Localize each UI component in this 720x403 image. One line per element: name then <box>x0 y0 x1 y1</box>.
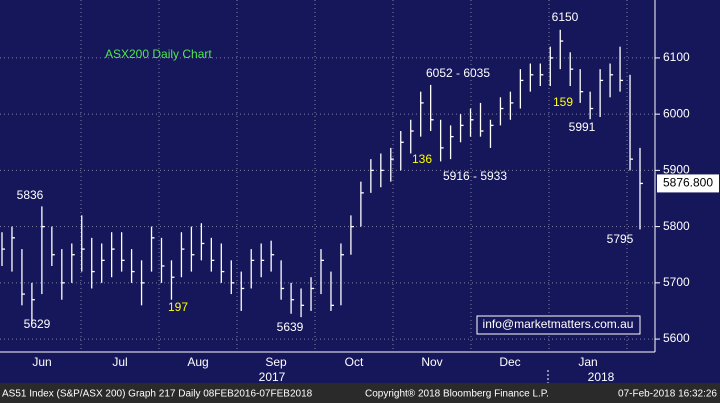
x-tick-label: Jul <box>112 355 127 369</box>
annotation: 136 <box>412 152 432 166</box>
y-tick-label: 5600 <box>663 331 690 345</box>
annotation: 5795 <box>607 232 634 246</box>
year-label: 2017 <box>259 370 286 384</box>
y-tick-label: 5800 <box>663 219 690 233</box>
footer-center: Copyright® 2018 Bloomberg Finance L.P. <box>365 389 549 400</box>
x-tick-label: Dec <box>499 355 520 369</box>
year-label: 2018 <box>588 370 615 384</box>
y-tick-label: 6000 <box>663 106 690 120</box>
annotation: 197 <box>168 300 188 314</box>
annotation: 5629 <box>24 317 51 331</box>
last-price-box <box>657 174 719 193</box>
annotation: 6052 - 6035 <box>426 66 490 80</box>
annotation: 5916 - 5933 <box>443 169 507 183</box>
x-tick-label: Aug <box>187 355 208 369</box>
footer-left: AS51 Index (S&P/ASX 200) Graph 217 Daily… <box>2 389 313 400</box>
x-tick-label: Sep <box>265 355 287 369</box>
x-tick-label: Jan <box>578 355 597 369</box>
contact: info@marketmatters.com.au <box>483 317 634 331</box>
annotation: 159 <box>553 95 573 109</box>
x-tick-label: Jun <box>32 355 51 369</box>
annotation: 5639 <box>277 320 304 334</box>
y-tick-label: 5900 <box>663 163 690 177</box>
footer-bar <box>0 383 720 403</box>
chart-title: ASX200 Daily Chart <box>105 47 212 61</box>
footer-right: 07-Feb-2018 16:32:26 <box>618 389 717 400</box>
annotation: 6150 <box>552 10 579 24</box>
annotation: 5991 <box>569 120 596 134</box>
last-price-label: 5876.800 <box>663 176 713 190</box>
x-tick-label: Oct <box>345 355 364 369</box>
annotation: 5836 <box>17 188 44 202</box>
y-tick-label: 6100 <box>663 50 690 64</box>
y-tick-label: 5700 <box>663 275 690 289</box>
contact-box <box>476 315 641 335</box>
x-tick-label: Nov <box>421 355 442 369</box>
